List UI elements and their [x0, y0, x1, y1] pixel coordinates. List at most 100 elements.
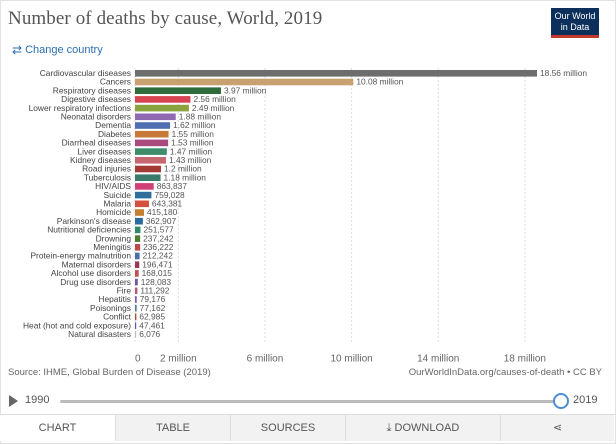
category-label: Parkinson's disease	[57, 216, 132, 226]
timeline-end-year: 2019	[573, 394, 598, 406]
bar[interactable]	[135, 322, 137, 329]
category-label: Heat (hot and cold exposure)	[23, 320, 131, 330]
value-label: 168,015	[142, 268, 173, 278]
bar[interactable]	[135, 278, 138, 286]
tab-table-label: TABLE	[155, 422, 191, 434]
category-label: Diarrheal diseases	[62, 138, 131, 148]
bar-chart: 0 2 million 6 million 10 million 14 million 1…	[23, 68, 587, 362]
category-label: Malaria	[104, 199, 132, 209]
bar[interactable]	[135, 96, 191, 103]
x-tick-label: 10 million	[330, 354, 372, 362]
value-label: 77,162	[140, 303, 166, 313]
bar[interactable]	[135, 70, 537, 77]
value-label: 1.53 million	[171, 138, 214, 148]
bar[interactable]	[135, 217, 143, 225]
bar[interactable]	[135, 270, 139, 277]
bar[interactable]	[135, 296, 137, 303]
tab-table[interactable]: TABLE	[115, 415, 230, 441]
bar[interactable]	[135, 200, 149, 208]
value-label: 6,076	[139, 329, 160, 339]
value-label: 362,907	[146, 216, 177, 226]
category-label: Lower respiratory infections	[29, 103, 131, 113]
category-label: Homicide	[96, 207, 131, 217]
category-label: Drug use disorders	[60, 277, 131, 287]
bar[interactable]	[135, 252, 140, 260]
value-label: 863,837	[157, 181, 188, 191]
play-icon[interactable]	[9, 395, 18, 407]
source-note[interactable]: Source: IHME, Global Burden of Disease (…	[8, 367, 211, 378]
bar[interactable]	[135, 313, 137, 321]
category-label: HIV/AIDS	[95, 181, 131, 191]
tab-chart[interactable]: CHART	[0, 415, 115, 441]
value-label: 196,471	[142, 259, 173, 269]
change-country-label: Change country	[25, 44, 103, 56]
share-button[interactable]: ⋖	[500, 415, 614, 441]
bar[interactable]	[135, 139, 169, 147]
bar[interactable]	[135, 113, 176, 121]
tab-download[interactable]: ⤓ DOWNLOAD	[345, 415, 500, 441]
value-label: 2.49 million	[192, 103, 235, 113]
category-label: Cardiovascular diseases	[40, 68, 131, 78]
x-tick-label: 18 million	[504, 354, 546, 362]
value-label: 1.2 million	[164, 164, 202, 174]
category-label: Tuberculosis	[84, 172, 131, 182]
x-tick-label: 6 million	[247, 354, 284, 362]
owid-logo[interactable]: Our World in Data	[551, 8, 599, 38]
bar[interactable]	[135, 104, 189, 112]
bar[interactable]	[135, 165, 161, 173]
bar[interactable]	[135, 78, 354, 86]
value-label: 1.55 million	[172, 129, 215, 139]
category-label: Road injuries	[82, 164, 131, 174]
bar[interactable]	[135, 287, 138, 295]
x-tick-label: 14 million	[417, 354, 459, 362]
bar[interactable]	[135, 183, 154, 190]
category-label: Liver diseases	[77, 146, 131, 156]
bar[interactable]	[135, 87, 221, 94]
bar[interactable]	[135, 122, 171, 129]
category-label: Poisonings	[90, 303, 131, 313]
timeline-handle[interactable]	[553, 393, 569, 409]
bar[interactable]	[135, 148, 167, 155]
bar[interactable]	[135, 209, 144, 216]
category-label: Dementia	[95, 120, 131, 130]
category-label: Drowning	[96, 233, 132, 243]
category-label: Kidney diseases	[70, 155, 131, 165]
x-tick-label: 2 million	[160, 354, 197, 362]
category-label: Meningitis	[93, 242, 131, 252]
bar[interactable]	[135, 174, 161, 181]
tab-sources[interactable]: SOURCES	[230, 415, 345, 441]
category-label: Fire	[117, 286, 132, 296]
value-label: 237,242	[143, 233, 174, 243]
bar[interactable]	[135, 226, 141, 234]
category-label: Neonatal disorders	[61, 112, 131, 122]
value-label: 1.18 million	[164, 172, 207, 182]
bar[interactable]	[135, 304, 137, 312]
value-label: 10.08 million	[356, 77, 403, 87]
bar[interactable]	[135, 191, 152, 199]
bar[interactable]	[135, 261, 140, 268]
category-label: Cancers	[100, 77, 131, 87]
share-icon: ⋖	[552, 422, 563, 434]
change-country-button[interactable]: ⇄ Change country	[12, 43, 103, 57]
value-label: 251,577	[143, 225, 174, 235]
value-label: 212,242	[143, 251, 174, 261]
category-label: Maternal disorders	[62, 259, 131, 269]
category-label: Hepatitis	[98, 294, 131, 304]
bar[interactable]	[135, 235, 141, 242]
bar[interactable]	[135, 130, 169, 138]
value-label: 18.56 million	[540, 68, 587, 78]
bar[interactable]	[135, 157, 166, 164]
value-label: 111,292	[140, 286, 169, 296]
value-label: 79,176	[140, 294, 166, 304]
bar[interactable]	[135, 244, 141, 251]
timeline: 1990 2019	[0, 390, 616, 412]
value-label: 1.62 million	[173, 120, 216, 130]
value-label: 128,083	[141, 277, 172, 287]
value-label: 643,381	[152, 199, 183, 209]
swap-icon: ⇄	[12, 43, 23, 57]
category-label: Protein-energy malnutrition	[30, 251, 131, 261]
timeline-track[interactable]	[60, 400, 560, 403]
category-label: Conflict	[103, 312, 132, 322]
bar[interactable]	[135, 331, 137, 338]
license-link[interactable]: OurWorldInData.org/causes-of-death • CC …	[408, 367, 602, 378]
